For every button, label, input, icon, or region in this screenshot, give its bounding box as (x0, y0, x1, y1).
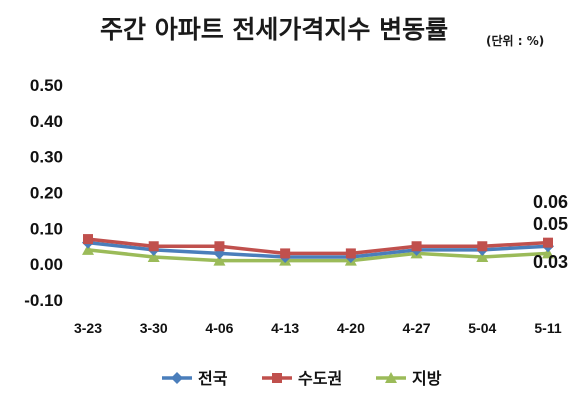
data-point (213, 254, 226, 266)
data-label: 0.03 (533, 252, 568, 272)
x-tick-label: 5-04 (468, 320, 496, 336)
legend-label: 전국 (198, 369, 228, 388)
chart-title: 주간 아파트 전세가격지수 변동률 (100, 15, 448, 44)
x-tick-label: 3-30 (140, 320, 168, 336)
data-point (477, 241, 488, 252)
series-line (87, 248, 549, 263)
data-point (147, 251, 160, 262)
y-tick-label: 0.10 (30, 219, 63, 238)
legend-marker (385, 372, 397, 383)
y-tick-label: -0.10 (24, 291, 63, 310)
data-point (148, 241, 159, 252)
legend-label: 수도권 (298, 369, 342, 388)
y-tick-label: 0.30 (30, 148, 63, 167)
data-point (214, 241, 225, 252)
data-label: 0.05 (533, 214, 568, 234)
legend-marker (171, 372, 183, 384)
legend-label: 지방 (412, 369, 442, 388)
y-tick-label: 0.40 (30, 112, 63, 131)
legend: 전국 수도권 지방 (162, 369, 442, 388)
series-line (87, 237, 549, 256)
plot-area (82, 234, 554, 266)
legend-item: 지방 (376, 369, 442, 388)
y-tick-label: 0.50 (30, 76, 63, 95)
data-label: 0.06 (533, 192, 568, 212)
data-point (543, 237, 553, 248)
series-line (87, 240, 549, 259)
y-axis: 0.50 0.40 0.30 0.20 0.10 0.00 -0.10 (24, 76, 63, 310)
x-tick-label: 3-23 (74, 320, 102, 336)
legend-item: 전국 (162, 369, 228, 388)
data-point (83, 234, 93, 245)
x-tick-label: 4-27 (403, 320, 431, 336)
chart-unit-note: (단위 : %) (486, 33, 544, 48)
data-point (345, 248, 356, 259)
y-tick-label: 0.00 (30, 255, 63, 274)
x-tick-label: 4-06 (205, 320, 233, 336)
data-point (542, 247, 554, 259)
data-point (82, 243, 94, 255)
x-tick-label: 4-13 (271, 320, 299, 336)
series-capital-area (83, 234, 553, 259)
x-tick-label: 4-20 (337, 320, 365, 336)
legend-marker (272, 373, 282, 383)
y-tick-label: 0.20 (30, 184, 63, 203)
data-point (476, 251, 489, 262)
data-labels: 0.060.05 0.03 (533, 192, 568, 272)
x-tick-label: 5-11 (534, 320, 561, 336)
legend-item: 수도권 (262, 369, 342, 388)
data-point (280, 248, 291, 259)
data-point (411, 241, 422, 252)
x-axis: 3-23 3-30 4-06 4-13 4-20 4-27 5-04 5-11 (74, 320, 562, 336)
